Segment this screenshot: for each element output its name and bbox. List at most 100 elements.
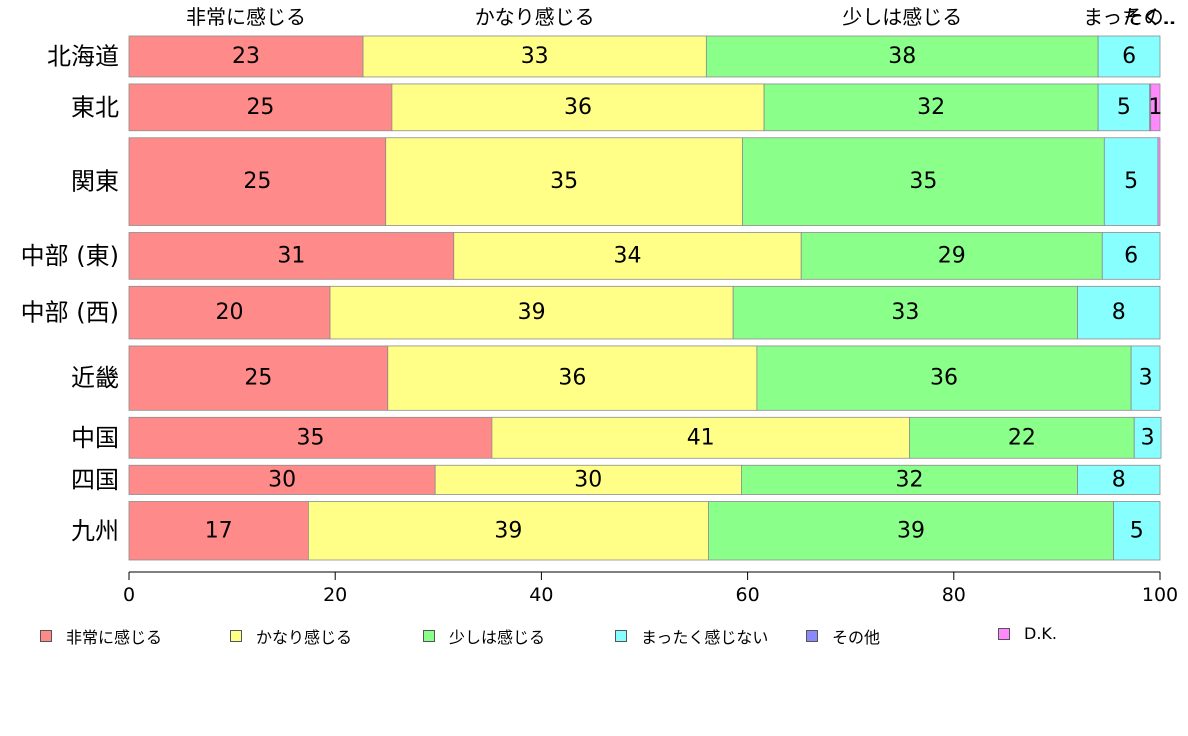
bar-segment: [329, 285, 734, 340]
x-tick-label: 100: [1142, 584, 1178, 606]
data-label: 39: [897, 518, 925, 543]
data-label: 3: [1139, 366, 1153, 391]
category-label: 中国: [71, 424, 119, 452]
data-label: 39: [494, 518, 522, 543]
data-label: 33: [521, 44, 549, 69]
data-label: 34: [613, 243, 641, 268]
data-label: 25: [246, 95, 274, 120]
bar-segment: [128, 35, 364, 78]
data-label: 36: [564, 95, 592, 120]
category-label: 中部 (東): [21, 242, 119, 270]
x-tick-label: 80: [942, 584, 966, 606]
category-label: 関東: [71, 168, 119, 196]
column-header-label: かなり感じる: [475, 5, 595, 29]
legend-swatch: [40, 630, 52, 642]
legend-swatch: [998, 627, 1010, 640]
bar-segment: [128, 501, 309, 561]
x-tick-label: 0: [123, 584, 135, 606]
category-label: 近畿: [71, 364, 119, 392]
bar-segment: [741, 464, 1078, 495]
data-label: 31: [277, 243, 305, 268]
bar-segment: [128, 285, 331, 340]
column-header-label: 少しは感じる: [842, 5, 962, 29]
data-label: 5: [1130, 518, 1144, 543]
bar-segment: [128, 416, 493, 459]
data-label: 6: [1122, 44, 1136, 69]
bar-segment: [1113, 501, 1161, 561]
legend-item: その他: [806, 624, 880, 648]
category-label: 中部 (西): [21, 299, 119, 327]
data-label: 36: [558, 366, 586, 391]
legend-item: D.K.: [998, 624, 1057, 643]
bar-segment: [732, 285, 1078, 340]
data-label: 8: [1112, 467, 1126, 492]
legend-swatch: [423, 630, 435, 642]
bar-segment: [1097, 35, 1161, 78]
category-label: 九州: [71, 517, 119, 545]
data-label: 32: [917, 95, 945, 120]
column-header-label: まったく..: [1083, 5, 1175, 29]
bar-segment: [453, 232, 802, 280]
bar-segment: [362, 35, 707, 78]
x-tick-label: 20: [323, 584, 347, 606]
bar-segment: [128, 345, 389, 411]
data-label: 17: [205, 518, 233, 543]
legend-label: D.K.: [1024, 624, 1057, 643]
data-label: 6: [1124, 243, 1138, 268]
data-label: 29: [938, 243, 966, 268]
legend-item: まったく感じない: [615, 624, 768, 648]
data-label: 35: [550, 169, 578, 194]
bar-segment: [1101, 232, 1161, 280]
bar-segment: [1157, 137, 1161, 226]
bar-segment: [128, 232, 455, 280]
x-tick-label: 40: [529, 584, 553, 606]
bar-segment: [307, 501, 709, 561]
bar-segment: [491, 416, 910, 459]
data-label: 23: [232, 44, 260, 69]
legend-label: かなり感じる: [256, 628, 353, 647]
bar-segment: [756, 345, 1132, 411]
legend-item: かなり感じる: [230, 624, 352, 648]
column-header-label: 非常に感じる: [186, 5, 306, 29]
data-label: 35: [909, 169, 937, 194]
data-label: 39: [518, 300, 546, 325]
data-label: 36: [930, 366, 958, 391]
column-header-label: その..: [1124, 5, 1177, 29]
bar-segment: [128, 464, 436, 495]
legend-swatch: [230, 630, 242, 642]
bar-segment: [387, 345, 758, 411]
category-label: 北海道: [47, 42, 119, 70]
data-label: 41: [687, 425, 715, 450]
legend-label: まったく感じない: [641, 628, 769, 647]
data-label: 30: [268, 467, 296, 492]
legend-swatch: [615, 630, 627, 642]
bar-segment: [1077, 285, 1161, 340]
category-label: 東北: [71, 93, 119, 121]
legend-label: 少しは感じる: [449, 628, 546, 647]
data-label: 32: [895, 467, 923, 492]
data-label: 1: [1148, 95, 1162, 120]
data-label: 33: [891, 300, 919, 325]
bar-segment: [1077, 464, 1161, 495]
bar-segment: [1150, 83, 1161, 132]
data-label: 22: [1008, 425, 1036, 450]
data-label: 30: [574, 467, 602, 492]
chart-legend: 非常に感じる かなり感じる 少しは感じる まったく感じない その他 D.K.: [0, 620, 1188, 650]
data-label: 35: [296, 425, 324, 450]
legend-label: 非常に感じる: [66, 628, 163, 647]
data-label: 25: [244, 366, 272, 391]
data-label: 25: [243, 169, 271, 194]
bar-segment: [1133, 416, 1162, 459]
legend-label: その他: [832, 628, 881, 647]
data-label: 5: [1124, 169, 1138, 194]
bar-segment: [742, 137, 1105, 226]
bar-segment: [385, 137, 743, 226]
bar-segment: [705, 35, 1099, 78]
bar-segment: [128, 83, 393, 132]
category-label: 四国: [71, 466, 119, 494]
bar-segment: [391, 83, 765, 132]
data-label: 8: [1112, 300, 1126, 325]
legend-item: 少しは感じる: [423, 624, 545, 648]
bar-segment: [708, 501, 1115, 561]
